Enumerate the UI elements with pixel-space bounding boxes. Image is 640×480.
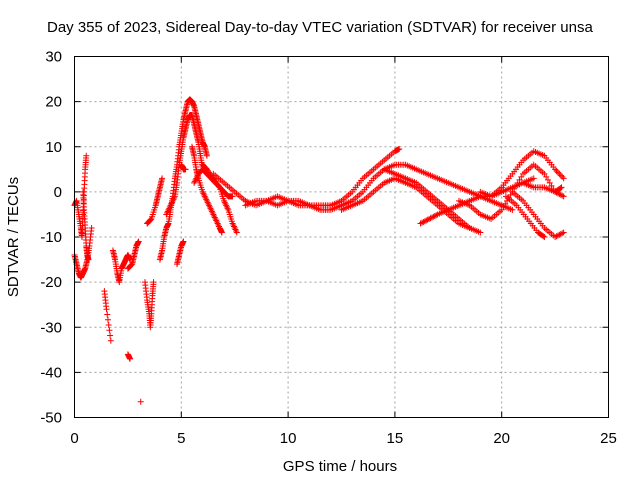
data-point xyxy=(105,321,112,328)
data-point xyxy=(396,146,403,153)
data-point xyxy=(540,233,547,240)
data-point xyxy=(530,175,537,182)
y-tick-label: 30 xyxy=(45,49,62,66)
series-arc-2 xyxy=(71,224,95,281)
data-point xyxy=(229,193,236,200)
data-point xyxy=(500,203,507,210)
data-point xyxy=(560,175,567,182)
x-tick-label: 20 xyxy=(493,430,510,447)
x-tick-label: 0 xyxy=(70,430,78,447)
series-arc-26 xyxy=(509,188,567,240)
x-tick-label: 15 xyxy=(387,430,404,447)
data-point xyxy=(560,193,567,200)
y-tick-label: 20 xyxy=(45,94,62,111)
data-point xyxy=(85,256,92,263)
data-point xyxy=(150,279,157,286)
x-tick-labels: 0 5 10 15 20 25 xyxy=(70,430,617,447)
y-tick-label: 0 xyxy=(54,184,62,201)
data-point xyxy=(509,206,516,213)
data-point xyxy=(203,152,210,159)
data-point xyxy=(560,229,567,236)
data-point xyxy=(233,229,240,236)
series-arc-6 xyxy=(124,238,142,272)
data-point xyxy=(127,355,134,362)
series-arc-25 xyxy=(477,148,567,200)
series-arc-28 xyxy=(520,179,565,195)
series-arc-9 xyxy=(141,279,157,331)
plot-frame xyxy=(74,56,609,418)
series-arc-3 xyxy=(80,188,92,263)
series-arc-12 xyxy=(163,112,206,218)
y-tick-label: -30 xyxy=(40,319,62,336)
data-point xyxy=(107,337,114,344)
data-point xyxy=(512,182,519,189)
data-point xyxy=(544,176,551,183)
data-point xyxy=(104,311,111,318)
y-axis-label: SDTVAR / TECUs xyxy=(5,177,22,297)
series-arc-20 xyxy=(242,146,403,209)
series-arc-14 xyxy=(178,161,189,173)
data-point xyxy=(477,229,484,236)
data-point xyxy=(88,224,95,231)
series-arc-27 xyxy=(502,193,548,240)
data-point xyxy=(559,230,566,237)
data-point xyxy=(106,327,113,334)
chart-title: Day 355 of 2023, Sidereal Day-to-day VTE… xyxy=(47,19,593,36)
series-arc-8 xyxy=(137,398,144,405)
data-point xyxy=(559,192,566,199)
data-point xyxy=(507,191,514,198)
data-point xyxy=(182,166,189,173)
y-tick-label: -50 xyxy=(40,410,62,427)
series-arc-7 xyxy=(124,351,134,362)
y-tick-label: -10 xyxy=(40,229,62,246)
data-point xyxy=(159,175,166,182)
data-point xyxy=(83,152,90,159)
series-arc-4 xyxy=(101,288,114,344)
data-point xyxy=(107,332,114,339)
x-axis-label: GPS time / hours xyxy=(283,458,397,475)
data-point xyxy=(558,184,565,191)
data-point xyxy=(147,216,154,223)
y-tick-label: -40 xyxy=(40,364,62,381)
x-tick-label: 10 xyxy=(280,430,297,447)
data-point xyxy=(104,316,111,323)
data-point xyxy=(541,234,548,240)
data-point xyxy=(518,173,525,180)
data-point xyxy=(514,179,521,186)
data-point xyxy=(137,398,144,405)
y-tick-label: 10 xyxy=(45,139,62,156)
data-point xyxy=(135,238,142,245)
data-point xyxy=(543,173,550,180)
data-point xyxy=(466,224,473,231)
x-tick-label: 25 xyxy=(600,430,617,447)
x-tick-label: 5 xyxy=(177,430,185,447)
y-tick-label: -20 xyxy=(40,274,62,291)
data-point xyxy=(218,229,225,236)
data-point xyxy=(498,206,505,213)
data-point xyxy=(557,185,564,192)
data-layer xyxy=(71,96,567,405)
grid-layer xyxy=(74,56,609,418)
data-point xyxy=(546,179,553,186)
data-point xyxy=(502,200,509,207)
series-arc-5 xyxy=(109,247,134,286)
data-point xyxy=(180,238,187,245)
series-arc-13 xyxy=(174,238,187,268)
y-tick-labels: -50 -40 -30 -20 -10 0 10 20 30 xyxy=(40,49,62,427)
series-arc-10 xyxy=(144,175,166,227)
data-point xyxy=(103,306,110,313)
data-point xyxy=(433,212,440,219)
data-point xyxy=(541,170,548,177)
data-point xyxy=(516,176,523,183)
